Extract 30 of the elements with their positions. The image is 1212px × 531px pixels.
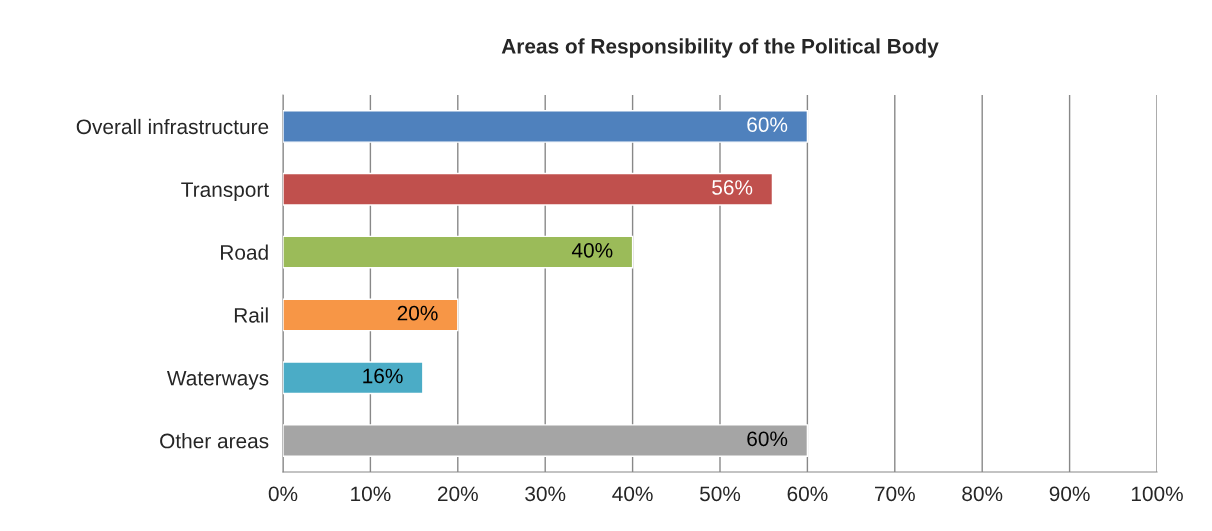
y-tick-label: Transport: [181, 182, 269, 202]
x-tick-label: 30%: [525, 486, 566, 502]
y-tick-label: Waterways: [166, 370, 269, 390]
x-tick-label: 80%: [962, 486, 1003, 502]
bar: [283, 298, 459, 332]
x-tick-label: 20%: [438, 486, 478, 502]
y-tick-label: Overall infrastructure: [76, 118, 269, 135]
chart-title: Areas of Responsibility of the Political Body: [501, 38, 939, 58]
y-tick-label: Road: [221, 244, 268, 260]
y-tick-label: Other areas: [160, 433, 269, 449]
x-tick-label: 60%: [787, 486, 828, 502]
bar: [283, 110, 809, 143]
data-label: 60%: [747, 431, 788, 447]
bar: [283, 361, 424, 395]
x-tick-label: 90%: [1049, 486, 1090, 502]
x-tick-label: 10%: [351, 486, 391, 502]
data-label: 16%: [363, 368, 403, 384]
data-label: 20%: [397, 305, 438, 321]
x-tick-label: 40%: [612, 486, 653, 502]
x-tick-label: 100%: [1131, 486, 1183, 502]
bar: [283, 424, 809, 457]
y-tick-label: Rail: [234, 307, 268, 323]
x-tick-label: 70%: [875, 486, 915, 502]
x-tick-label: 0%: [268, 486, 298, 502]
bar: [283, 235, 634, 269]
x-tick-label: 50%: [699, 486, 741, 502]
data-label: 56%: [712, 180, 753, 195]
data-label: 40%: [571, 242, 613, 258]
bar: [283, 172, 774, 206]
data-label: 60%: [747, 117, 788, 133]
